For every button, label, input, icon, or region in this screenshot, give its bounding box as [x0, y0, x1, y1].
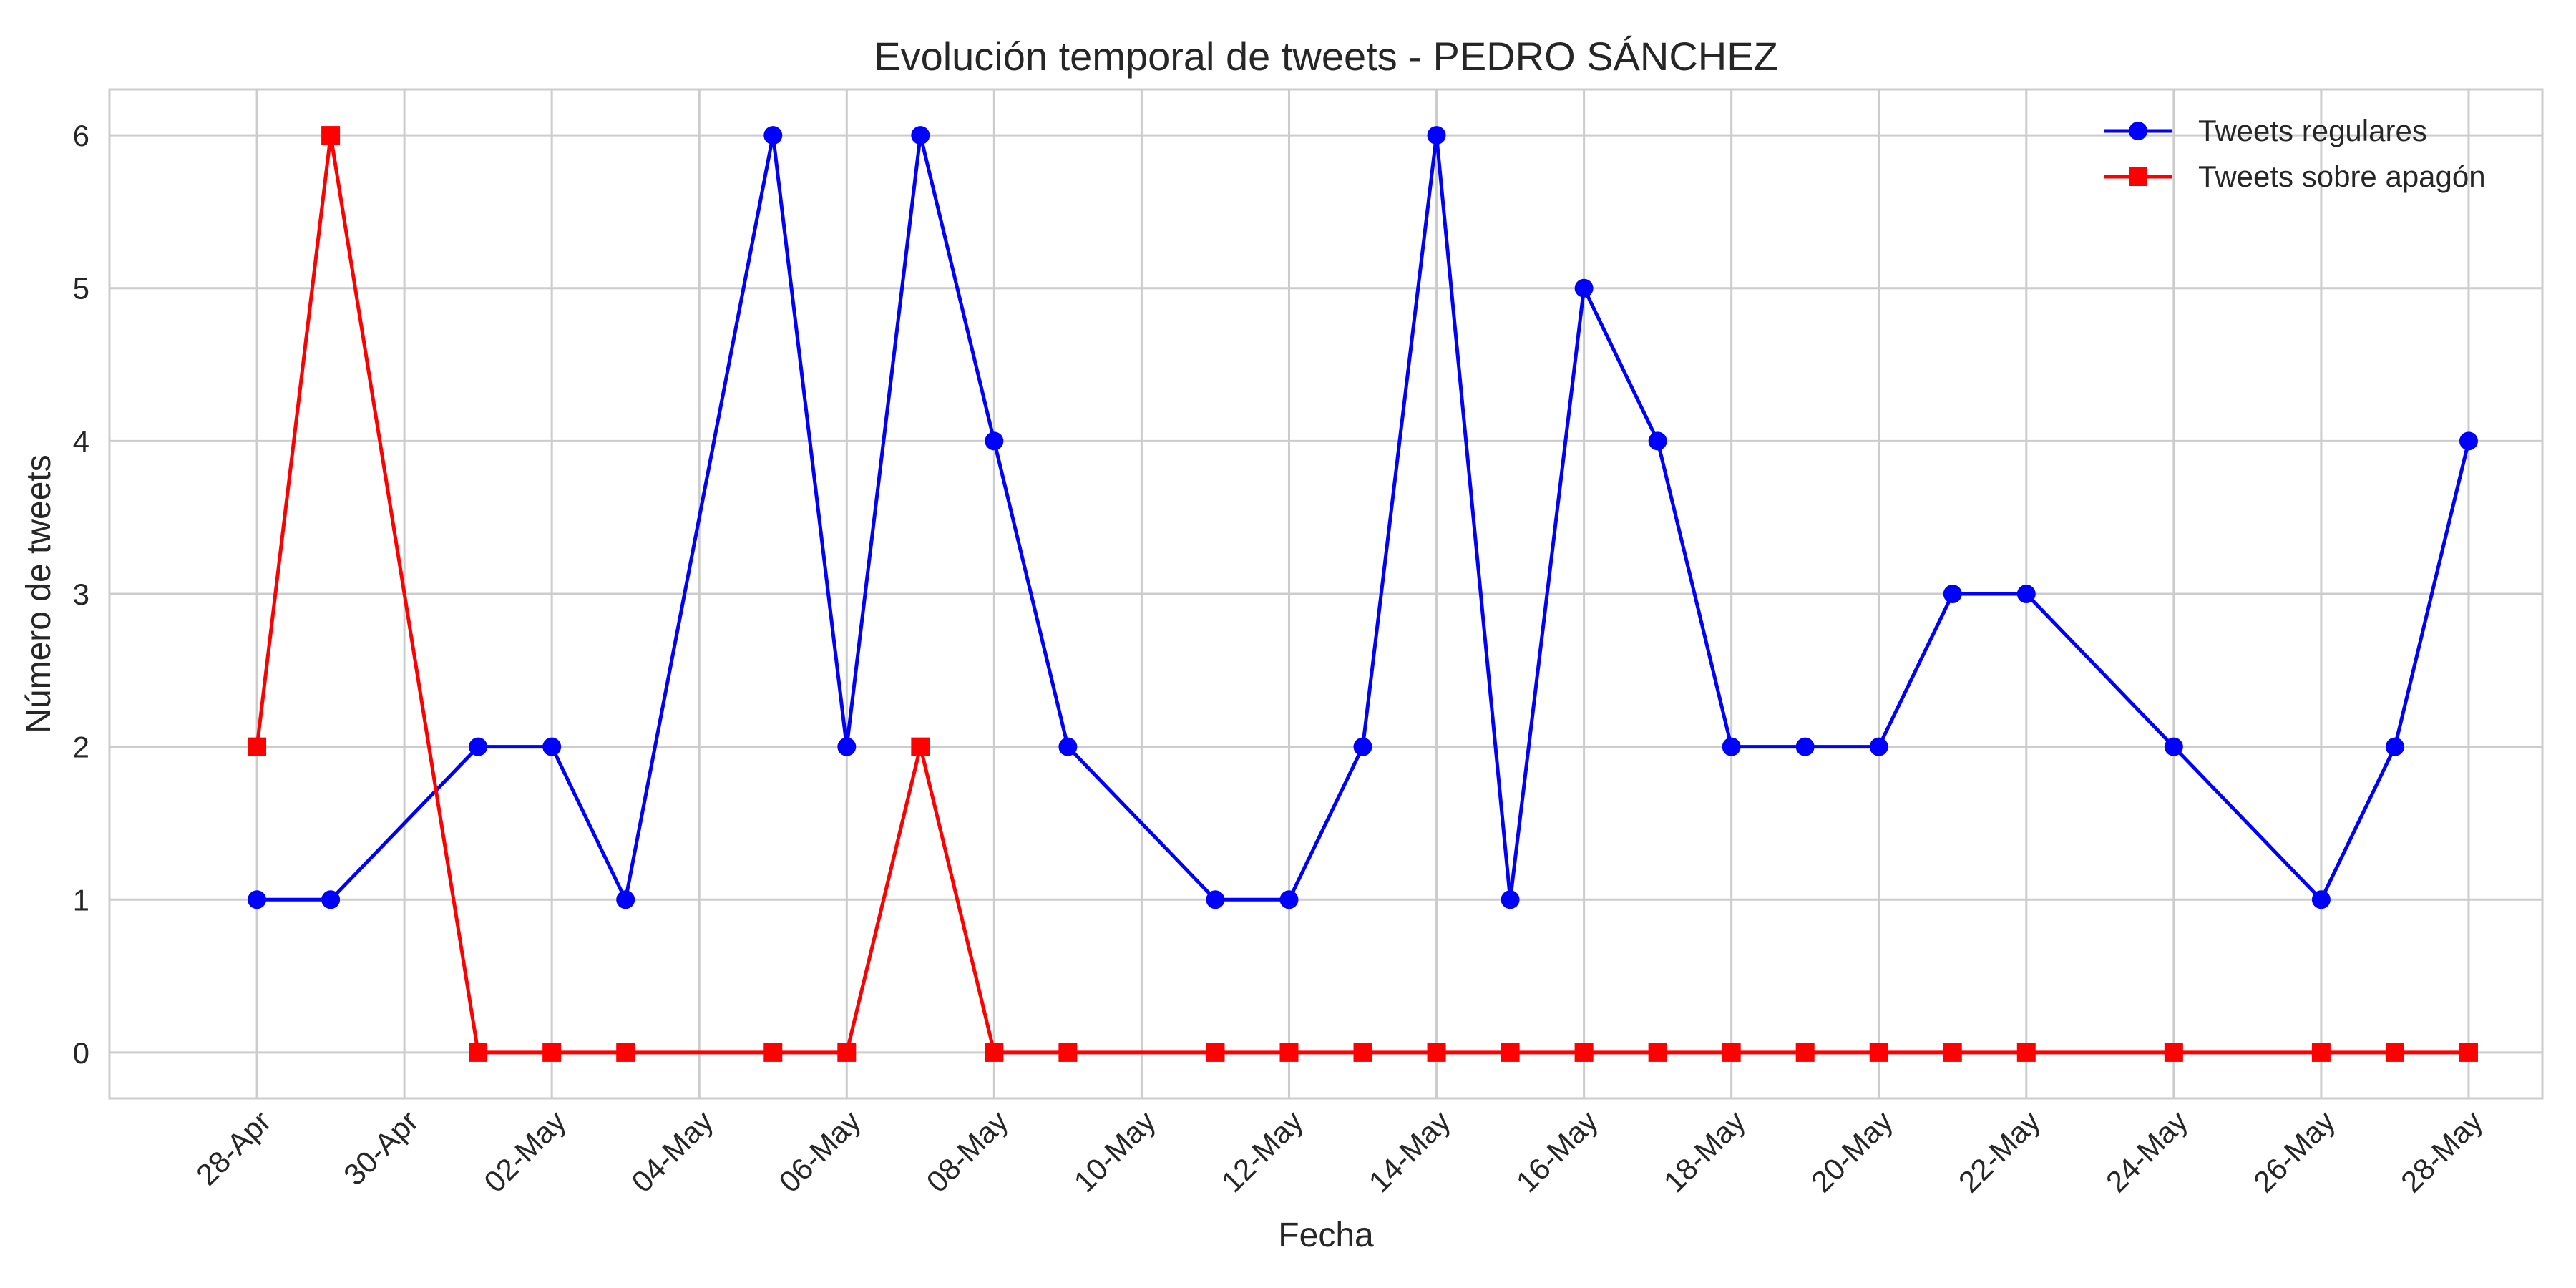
data-point: [616, 1043, 635, 1062]
series-layer: [248, 126, 2478, 1062]
data-point: [1943, 585, 1962, 603]
legend-item: Tweets regulares: [2104, 114, 2427, 147]
data-point: [1795, 737, 1815, 756]
data-point: [1206, 1043, 1225, 1062]
data-point: [763, 126, 783, 145]
data-point: [911, 126, 930, 145]
legend-item: Tweets sobre apagón: [2104, 160, 2486, 193]
chart-title: Evolución temporal de tweets - PEDRO SÁN…: [874, 34, 1778, 79]
data-point: [2311, 890, 2331, 909]
data-point: [616, 890, 635, 909]
series-line: [257, 133, 2471, 902]
series-line: [255, 133, 2469, 1055]
data-point: [1574, 278, 1594, 298]
data-point: [1501, 890, 1520, 909]
data-point: [1206, 890, 1225, 909]
y-tick-label: 3: [73, 577, 89, 611]
data-point: [1795, 1043, 1815, 1062]
data-point: [1722, 1043, 1741, 1062]
y-tick-label: 5: [73, 272, 89, 306]
data-point: [763, 1043, 783, 1062]
data-point: [2016, 1043, 2036, 1062]
data-point: [1353, 1043, 1372, 1062]
data-point: [985, 1043, 1004, 1062]
data-point: [1353, 737, 1372, 756]
data-point: [985, 431, 1004, 451]
x-axis-title: Fecha: [1278, 1216, 1374, 1254]
series-1: [248, 126, 2478, 909]
data-point: [1722, 737, 1741, 756]
legend-marker: [2129, 167, 2147, 186]
data-point: [248, 737, 267, 756]
data-point: [1574, 1043, 1594, 1062]
data-point: [2016, 585, 2036, 603]
data-point: [321, 126, 341, 145]
plot-frame: [108, 88, 2544, 1100]
data-point: [1427, 126, 1446, 145]
data-point: [837, 737, 857, 756]
data-point: [1648, 1043, 1667, 1062]
data-point: [2164, 737, 2183, 756]
data-point: [2385, 1043, 2404, 1062]
series-2: [248, 126, 2478, 1062]
data-point: [1501, 1043, 1520, 1062]
data-point: [1427, 1043, 1446, 1062]
data-point: [911, 737, 930, 756]
y-tick-label: 6: [73, 119, 89, 152]
data-point: [248, 890, 267, 909]
data-point: [469, 1043, 488, 1062]
data-point: [1869, 1043, 1888, 1062]
y-tick-label: 2: [73, 731, 89, 764]
data-point: [542, 737, 562, 756]
data-point: [2311, 1043, 2331, 1062]
legend: Tweets regulares Tweets sobre apagón: [2104, 114, 2486, 193]
data-point: [2459, 1043, 2478, 1062]
y-axis-title: Número de tweets: [20, 454, 58, 733]
data-point: [321, 890, 341, 909]
data-point: [1869, 737, 1888, 756]
data-point: [1058, 737, 1078, 756]
y-tick-label: 4: [73, 424, 89, 458]
data-point: [2385, 737, 2404, 756]
y-tick-label: 1: [73, 883, 89, 917]
legend-label: Tweets regulares: [2198, 114, 2427, 147]
data-point: [1279, 890, 1299, 909]
data-point: [837, 1043, 857, 1062]
data-point: [1058, 1043, 1078, 1062]
data-point: [2459, 431, 2478, 451]
data-point: [2164, 1043, 2183, 1062]
legend-marker: [2129, 122, 2147, 140]
data-point: [469, 737, 488, 756]
legend-label: Tweets sobre apagón: [2198, 160, 2486, 193]
data-point: [542, 1043, 562, 1062]
data-point: [1648, 431, 1667, 451]
data-point: [1943, 1043, 1962, 1062]
y-tick-label: 0: [73, 1036, 89, 1070]
data-point: [1279, 1043, 1299, 1062]
